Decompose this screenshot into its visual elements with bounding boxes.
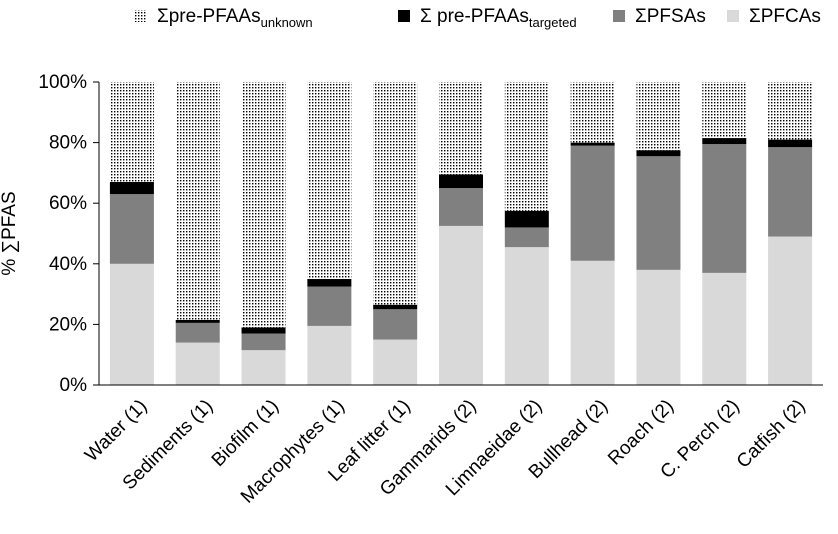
legend-item-pfcas: ΣPFCAs [727,6,821,27]
bar-segment-pre-unknown [504,82,549,211]
bar-segment-pre-targeted [636,150,681,157]
y-tick-label: 20% [49,314,87,335]
bar-segment-pre-unknown [175,82,220,320]
x-axis: Water (1)Sediments (1)Biofilm (1)Macroph… [81,384,823,508]
x-tick-label: Catfish (2) [733,396,810,473]
bar-segment-pfsas [702,144,747,273]
bar-segment-pfsas [636,156,681,270]
bar-segment-pre-targeted [504,210,549,228]
legend: Σpre-PFAAsunknown Σ pre-PFAAstargeted ΣPFS… [135,6,821,30]
legend-label: ΣPFSAs [635,6,706,27]
bar-segment-pre-unknown [702,82,747,139]
bar-segment-pre-targeted [373,304,418,310]
legend-label: ΣPFCAs [749,6,821,27]
bar-segment-pre-targeted [109,181,154,195]
y-axis-label: % ∑PFAS [0,191,20,275]
legend-label: Σpre-PFAAsunknown [157,6,313,30]
y-tick-label: 80% [49,133,87,154]
bar-segment-pre-unknown [439,82,483,175]
bar-segment-pre-unknown [373,82,418,305]
legend-item-pfsas: ΣPFSAs [613,6,706,27]
bar-segment-pfcas [373,339,418,385]
legend-swatch [727,10,739,22]
bar-segment-pfsas [504,227,549,248]
bar-segment-pfsas [241,333,286,351]
bar-segment-pre-targeted [768,139,813,148]
bar-segment-pfcas [702,272,747,385]
bar-segment-pre-unknown [307,82,352,279]
bar-segment-pre-unknown [768,82,813,140]
bar-segment-pfcas [109,263,154,385]
bar-segment-pre-targeted [307,278,352,287]
bar-segment-pfsas [570,145,615,261]
bar-segment-pfsas [307,286,352,326]
legend-swatch [135,10,147,22]
bar-segment-pfcas [439,225,483,385]
legend-item-pre-unknown: Σpre-PFAAsunknown [135,6,313,30]
bar-segment-pre-targeted [570,142,615,146]
bar-segment-pfsas [439,188,483,226]
bar-segment-pre-unknown [636,82,681,151]
bar-segment-pfsas [373,309,418,340]
bars [109,82,813,385]
y-axis: 0% 20% 40% 60% 80% 100% % ∑PFAS [0,72,100,396]
x-tick-label: Water (1) [81,396,151,466]
bar-segment-pre-targeted [175,319,220,323]
bar-segment-pfcas [768,236,813,385]
bar-segment-pfcas [570,260,615,385]
bar-segment-pfsas [175,322,220,343]
legend-item-pre-targeted: Σ pre-PFAAstargeted [398,6,577,30]
legend-label: Σ pre-PFAAstargeted [420,6,577,30]
bar-segment-pre-unknown [109,82,154,182]
bar-segment-pfsas [768,147,813,237]
bar-segment-pfsas [109,194,154,264]
legend-swatch [613,10,625,22]
bar-segment-pfcas [175,342,220,385]
legend-swatch [398,10,410,22]
y-tick-label: 40% [49,254,87,275]
y-tick-label: 100% [38,72,87,93]
bar-segment-pre-targeted [702,138,747,145]
bar-segment-pfcas [307,325,352,385]
bar-segment-pre-targeted [241,327,286,334]
y-tick-label: 0% [60,375,88,396]
y-tick-label: 60% [49,193,87,214]
bar-segment-pre-unknown [241,82,286,328]
bar-segment-pfcas [636,269,681,385]
bar-segment-pfcas [504,247,549,385]
bar-segment-pre-targeted [439,174,483,189]
bar-segment-pfcas [241,350,286,385]
bar-segment-pre-unknown [570,82,615,143]
